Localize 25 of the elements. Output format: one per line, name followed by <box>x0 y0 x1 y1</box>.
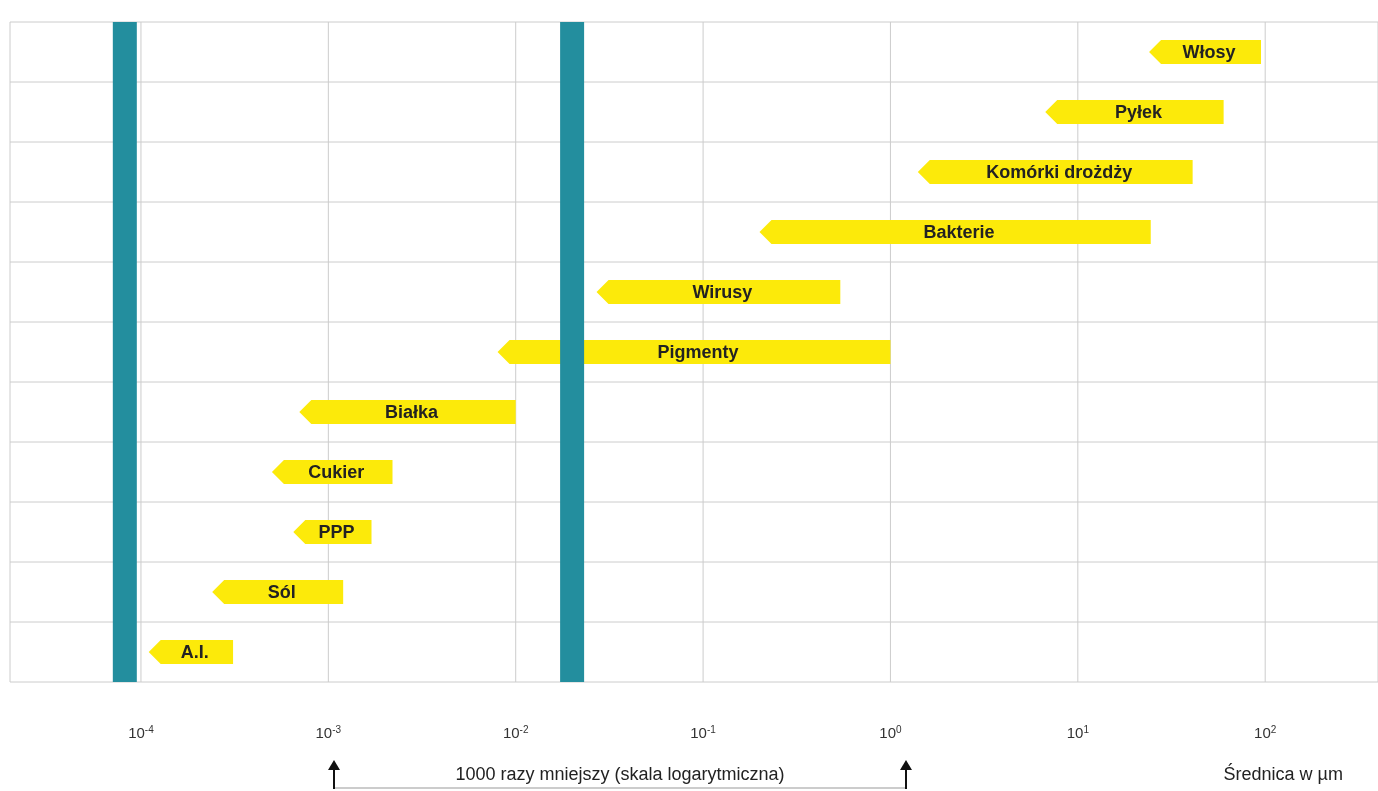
x-tick-label: 10$^{-2}$ <box>502 723 529 741</box>
y-tick-label: Wirusy <box>692 282 753 302</box>
y-tick-label: A.I. <box>180 642 209 662</box>
y-tick-label: Pyłek <box>1114 102 1163 122</box>
x-tick-label: 10$^{-4}$ <box>128 723 155 741</box>
text: Średnica w µm <box>1223 763 1343 784</box>
y-tick-label: Cukier <box>308 462 365 482</box>
y-tick-label: PPP <box>318 522 355 542</box>
bar <box>299 400 516 424</box>
y-tick-label: Komórki drożdży <box>986 162 1133 182</box>
y-tick-label: Włosy <box>1182 42 1236 62</box>
y-tick-label: Pigmenty <box>657 342 739 362</box>
x-tick-label: 10$^{0}$ <box>879 723 903 741</box>
y-tick-label: Białka <box>384 402 440 422</box>
y-tick-label: Bakterie <box>923 222 995 242</box>
bar <box>759 220 1151 244</box>
x-tick-label: 10$^{2}$ <box>1254 723 1277 741</box>
text: 1000 razy mniejszy (skala logarytmiczna) <box>455 764 785 784</box>
bar <box>596 280 841 304</box>
x-tick-label: 10$^{-1}$ <box>690 723 717 741</box>
y-tick-label: Sól <box>267 582 296 602</box>
bar <box>1045 100 1224 124</box>
x-tick-label: 10$^{-3}$ <box>315 723 342 741</box>
x-tick-label: 10$^{1}$ <box>1066 723 1090 741</box>
bar <box>212 580 344 604</box>
